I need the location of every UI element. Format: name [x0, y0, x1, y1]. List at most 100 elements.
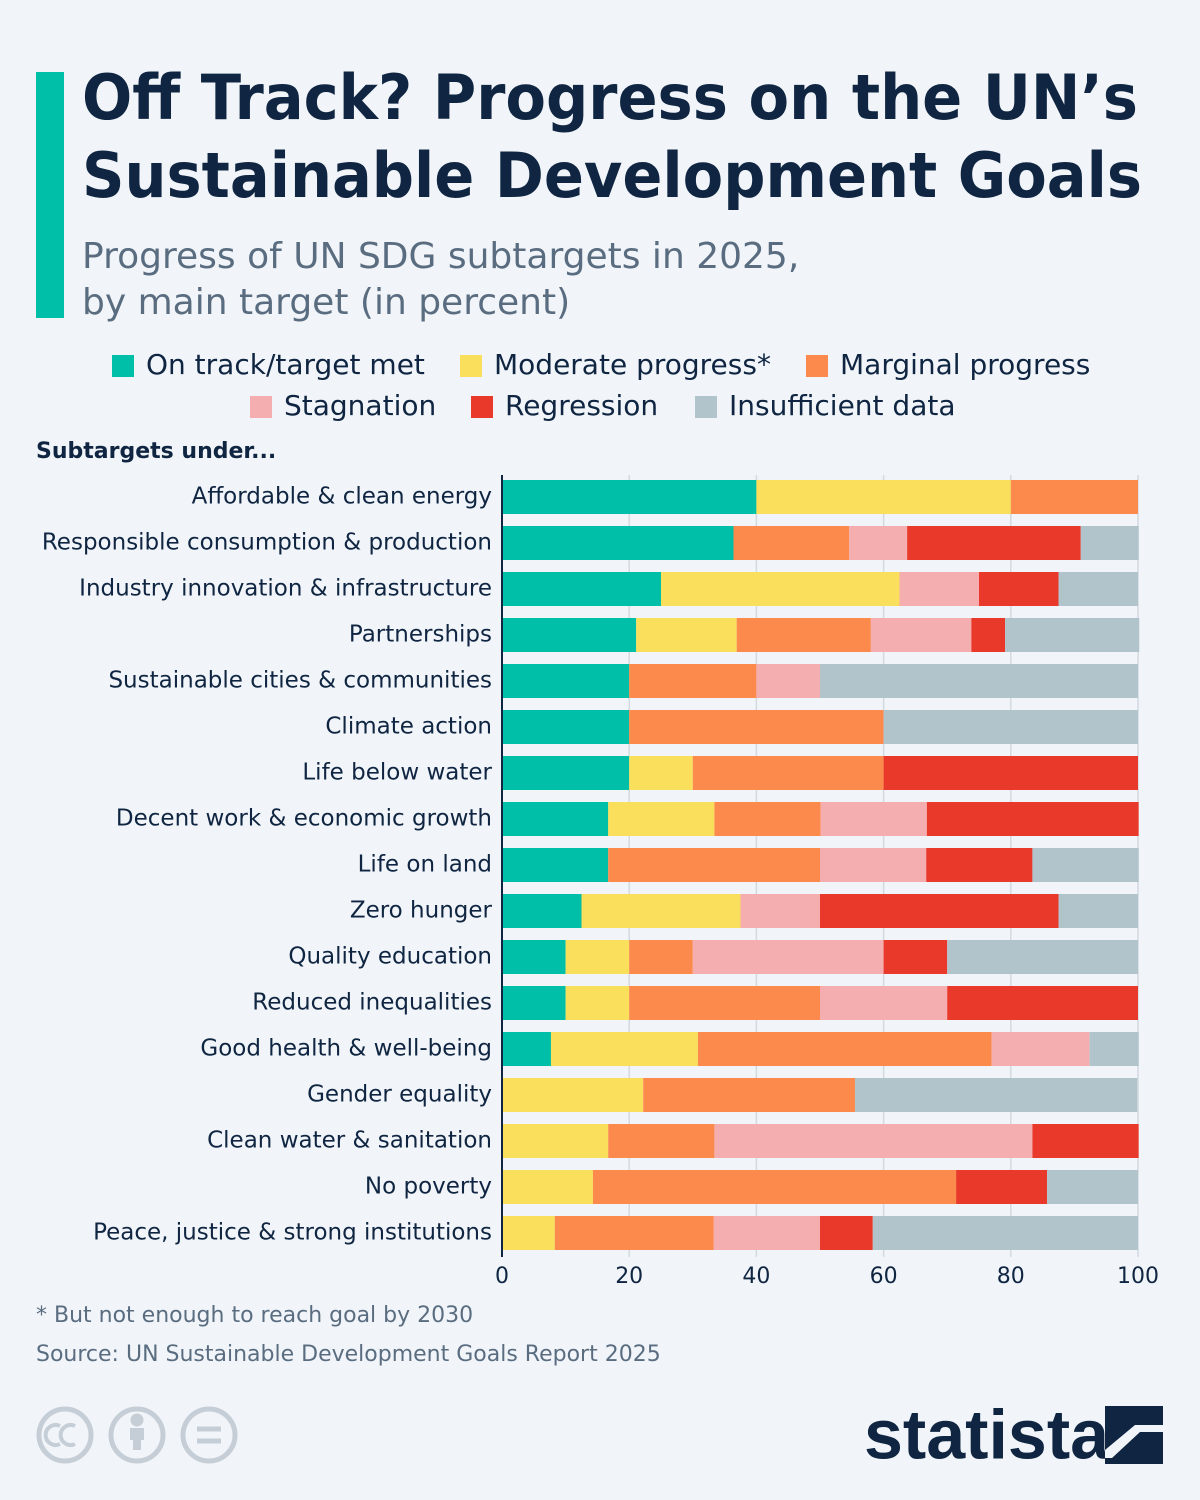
bar-segment: [849, 526, 908, 560]
bar-segment: [713, 1216, 820, 1250]
bar-segment: [502, 664, 630, 698]
bar-segment: [820, 848, 927, 882]
accent-bar: [36, 72, 64, 318]
bar-segment: [1058, 572, 1138, 606]
bar-segment: [608, 848, 820, 882]
y-tick-label: Industry innovation & infrastructure: [79, 576, 492, 602]
bar-segment: [502, 1216, 555, 1250]
legend-swatch: [250, 396, 272, 418]
bar-segment: [854, 1078, 1138, 1112]
bar-segment: [820, 894, 1059, 928]
y-tick-label: Clean water & sanitation: [207, 1128, 492, 1154]
bar-segment: [1032, 848, 1139, 882]
bar-segment: [820, 986, 948, 1020]
bar-segment: [947, 940, 1138, 974]
bar-segment: [502, 618, 637, 652]
chart-subtitle: Progress of UN SDG subtargets in 2025,: [82, 236, 799, 277]
legend-label: Stagnation: [284, 389, 436, 422]
bar-segment: [714, 802, 821, 836]
license-icons: [36, 1406, 238, 1464]
bar-segment: [502, 1124, 609, 1158]
bar-segment: [661, 572, 900, 606]
bar-segment: [502, 572, 661, 606]
y-tick-label: Reduced inequalities: [252, 990, 492, 1016]
bar-segment: [643, 1078, 855, 1112]
bar-segment: [907, 526, 1081, 560]
chart-subtitle: by main target (in percent): [82, 282, 570, 323]
bar-segment: [554, 1216, 714, 1250]
x-tick-label: 60: [870, 1264, 898, 1289]
footnote: * But not enough to reach goal by 2030: [36, 1303, 473, 1328]
bar-segment: [692, 756, 884, 790]
y-tick-label: Gender equality: [307, 1082, 492, 1108]
bar-segment: [608, 1124, 715, 1158]
x-tick-label: 0: [495, 1264, 509, 1289]
y-tick-label: Sustainable cities & communities: [108, 668, 492, 694]
bar-segment: [502, 894, 582, 928]
legend-swatch: [460, 355, 482, 377]
y-tick-label: Quality education: [288, 944, 492, 970]
bar-segment: [636, 618, 737, 652]
y-tick-label: Responsible consumption & production: [42, 530, 492, 556]
bar-segment: [947, 986, 1138, 1020]
legend-label: Moderate progress*: [494, 348, 771, 381]
bar-segment: [820, 1216, 873, 1250]
bar-segment: [926, 848, 1033, 882]
legend-swatch: [112, 355, 134, 377]
bar-segment: [820, 664, 1138, 698]
bar-segment: [733, 526, 850, 560]
bar-segment: [502, 1032, 551, 1066]
y-tick-label: Peace, justice & strong institutions: [93, 1220, 492, 1246]
bar-segment: [1010, 480, 1138, 514]
bar-segment: [820, 802, 927, 836]
legend-label: Insufficient data: [729, 389, 956, 422]
bar-segment: [502, 710, 630, 744]
x-tick-label: 20: [615, 1264, 643, 1289]
y-tick-label: Affordable & clean energy: [192, 484, 492, 510]
chart-title: Off Track? Progress on the UN’s: [82, 61, 1138, 134]
y-tick-label: Zero hunger: [350, 898, 493, 924]
bar-segment: [883, 710, 1138, 744]
y-tick-label: Decent work & economic growth: [116, 806, 492, 832]
legend-swatch: [806, 355, 828, 377]
bar-segment: [592, 1170, 957, 1204]
bar-segment: [565, 940, 630, 974]
bar-segment: [502, 986, 566, 1020]
legend-swatch: [695, 396, 717, 418]
bar-segment: [629, 756, 693, 790]
y-tick-label: Life below water: [302, 760, 492, 786]
bar-segment: [502, 1078, 644, 1112]
y-tick-label: Climate action: [325, 714, 492, 740]
logo-text: statista: [864, 1395, 1110, 1473]
bar-segment: [956, 1170, 1048, 1204]
y-tick-label: No poverty: [365, 1174, 492, 1200]
bar-segment: [502, 1170, 593, 1204]
bar-segment: [740, 894, 820, 928]
bar-segment: [1005, 618, 1140, 652]
x-tick-label: 80: [997, 1264, 1025, 1289]
y-tick-label: Good health & well-being: [200, 1036, 492, 1062]
bar-segment: [629, 940, 693, 974]
y-tick-label: Life on land: [358, 852, 492, 878]
bar-segment: [581, 894, 741, 928]
bar-segment: [1080, 526, 1139, 560]
bar-segment: [502, 480, 757, 514]
bar-segment: [629, 986, 820, 1020]
legend-label: Marginal progress: [840, 348, 1090, 381]
bar-segment: [550, 1032, 698, 1066]
bar-segment: [979, 572, 1059, 606]
bar-segment: [872, 1216, 1138, 1250]
y-tick-label: Partnerships: [349, 622, 492, 648]
bar-segment: [502, 802, 609, 836]
bar-segment: [756, 664, 820, 698]
bar-segment: [692, 940, 884, 974]
logo-icon: [1105, 1406, 1163, 1464]
bar-segment: [629, 664, 757, 698]
bar-segment: [883, 940, 948, 974]
bar-segment: [926, 802, 1139, 836]
bar-segment: [502, 940, 566, 974]
bar-segment: [1089, 1032, 1139, 1066]
chart-title: Sustainable Development Goals: [82, 139, 1142, 212]
bar-segment: [736, 618, 871, 652]
